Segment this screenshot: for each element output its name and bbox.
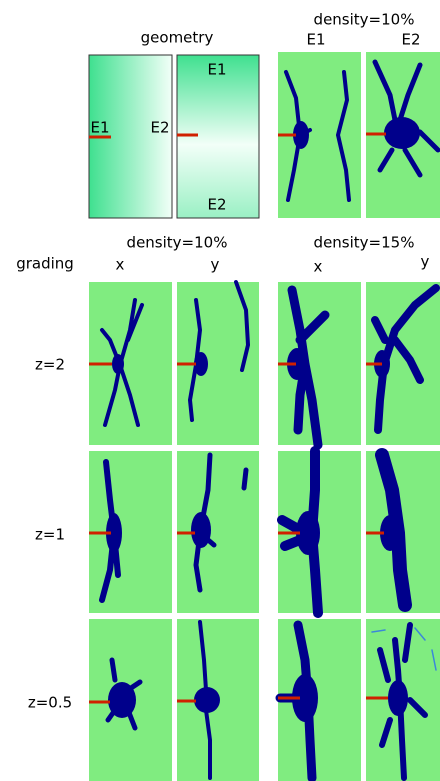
column-title: density=10% [127, 234, 228, 252]
panel [366, 619, 440, 781]
panel [177, 280, 259, 445]
panel [277, 446, 361, 618]
row-header: grading [16, 255, 74, 273]
panel [177, 451, 259, 613]
panel [366, 448, 440, 613]
electrode-label: E2 [150, 119, 169, 137]
column-label: y [421, 253, 430, 271]
column-label: E2 [401, 31, 420, 49]
panel [89, 619, 172, 781]
electrode-label: E1 [90, 119, 109, 137]
panel [89, 451, 172, 613]
panel [366, 52, 440, 218]
panel [275, 619, 361, 781]
row-label: z=1 [35, 526, 65, 544]
electrode-label: E1 [207, 61, 226, 79]
column-label: y [211, 256, 220, 274]
column-label: x [116, 256, 125, 274]
panel [89, 282, 172, 445]
geometry-title: geometry [141, 29, 214, 47]
panel [366, 282, 440, 445]
panel [177, 619, 259, 781]
electrode-label: E2 [207, 196, 226, 214]
column-title: density=15% [314, 234, 415, 252]
column-label: x [314, 258, 323, 276]
panel [278, 52, 361, 218]
row-label: z=0.5 [28, 694, 72, 712]
row-label: z=2 [35, 356, 65, 374]
column-label: E1 [306, 31, 325, 49]
panel [278, 282, 361, 450]
column-title: density=10% [314, 11, 415, 29]
